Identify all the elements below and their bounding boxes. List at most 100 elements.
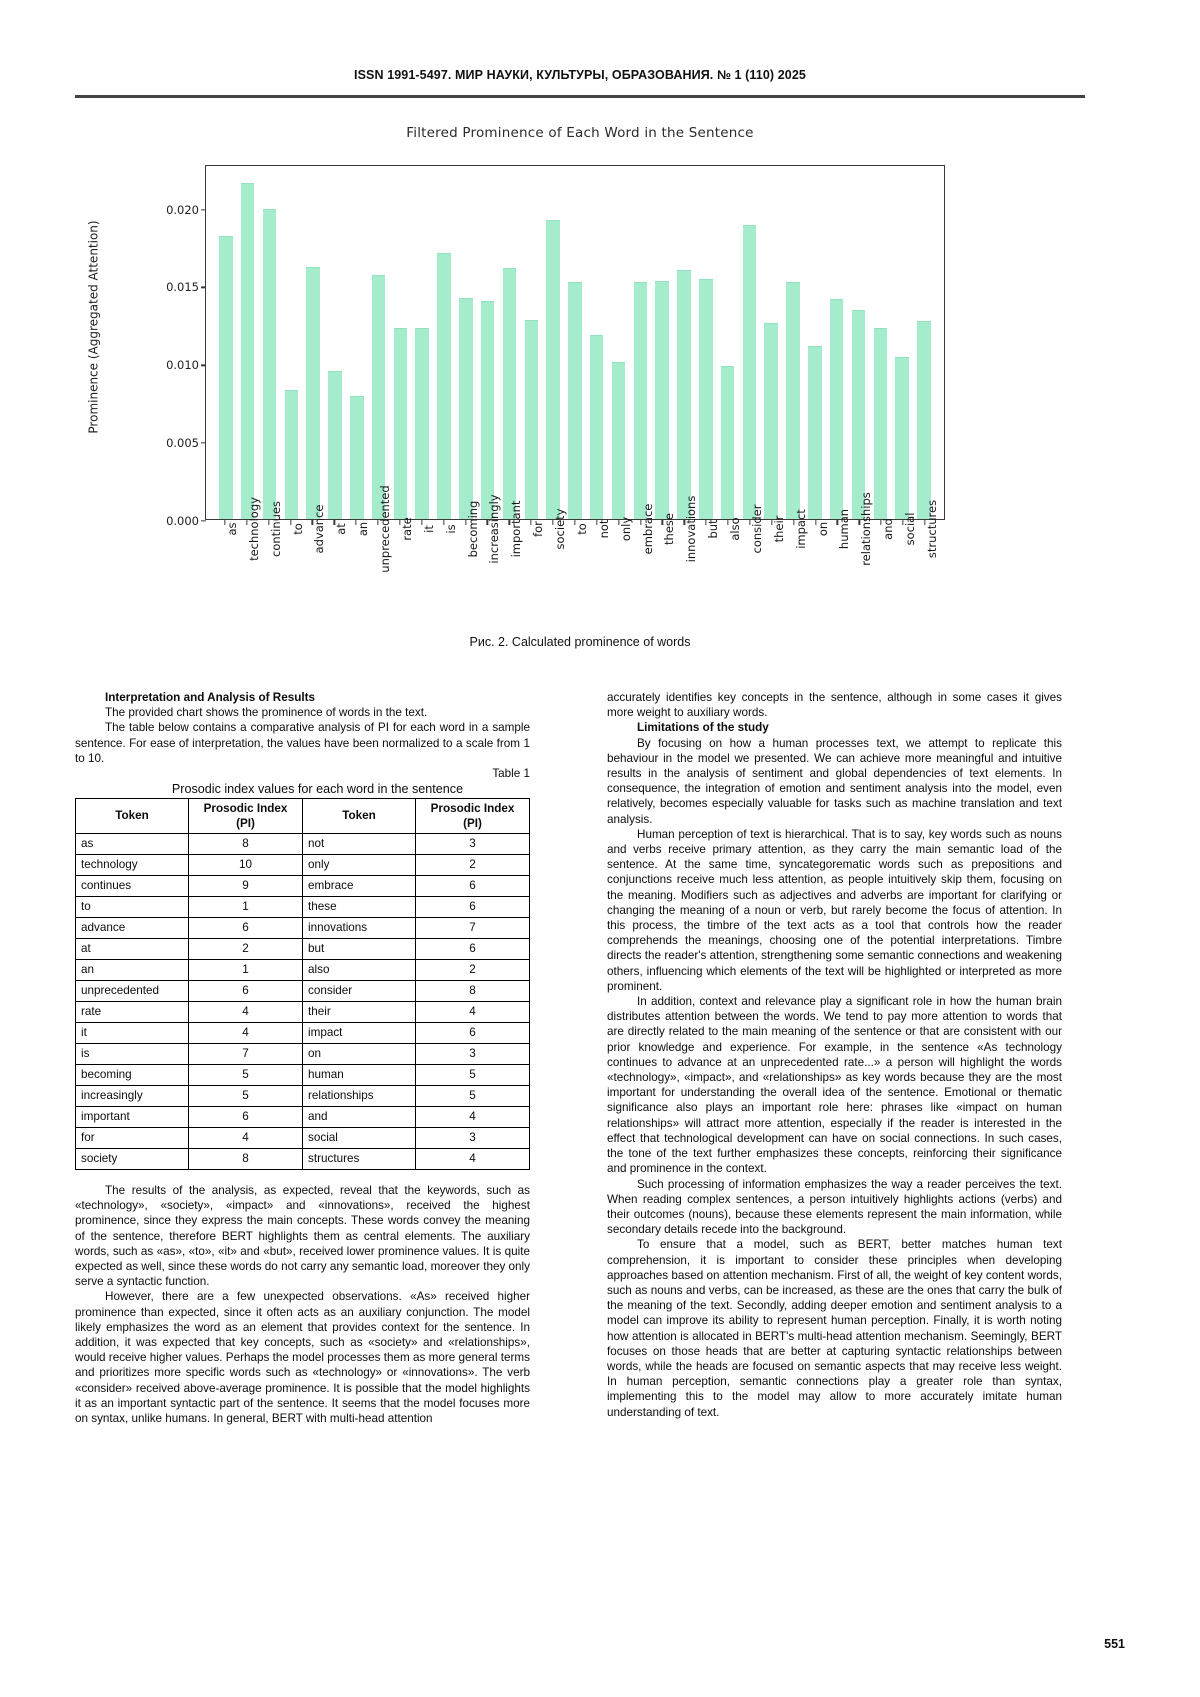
paragraph-focusing: By focusing on how a human processes tex… — [607, 736, 1062, 827]
cell-token-left: it — [76, 1022, 189, 1043]
chart-bar — [481, 301, 495, 519]
cell-pi-left: 6 — [189, 1106, 303, 1127]
bar-cell — [324, 166, 346, 519]
cell-token-right: social — [303, 1127, 416, 1148]
chart-bar — [852, 310, 866, 519]
table-row: increasingly5relationships5 — [76, 1085, 530, 1106]
cell-pi-right: 4 — [416, 1106, 530, 1127]
chart-bar — [459, 298, 473, 519]
header-rule — [75, 95, 1085, 98]
cell-pi-left: 2 — [189, 938, 303, 959]
chart-bar — [503, 268, 517, 519]
chart-bar — [590, 335, 604, 519]
cell-token-left: advance — [76, 917, 189, 938]
bar-cell — [259, 166, 281, 519]
cell-pi-left: 9 — [189, 875, 303, 896]
cell-pi-left: 5 — [189, 1085, 303, 1106]
cell-token-right: impact — [303, 1022, 416, 1043]
y-axis-label-text: Prominence (Aggregated Attention) — [87, 220, 101, 433]
cell-pi-right: 5 — [416, 1085, 530, 1106]
cell-pi-right: 8 — [416, 980, 530, 1001]
bar-cell — [280, 166, 302, 519]
table-row: becoming5human5 — [76, 1064, 530, 1085]
y-axis-tick: 0.015 — [166, 280, 206, 294]
cell-token-left: to — [76, 896, 189, 917]
y-axis-label: Prominence (Aggregated Attention) — [83, 147, 105, 507]
bar-cell — [390, 166, 412, 519]
bar-cell — [869, 166, 891, 519]
chart-bar — [219, 236, 233, 519]
figure-caption: Рис. 2. Calculated prominence of words — [75, 635, 1085, 649]
cell-pi-right: 3 — [416, 833, 530, 854]
cell-pi-left: 4 — [189, 1001, 303, 1022]
table-caption: Prosodic index values for each word in t… — [75, 781, 530, 797]
cell-token-left: increasingly — [76, 1085, 189, 1106]
cell-pi-left: 7 — [189, 1043, 303, 1064]
bar-cell — [739, 166, 761, 519]
cell-token-left: an — [76, 959, 189, 980]
bar-cell — [346, 166, 368, 519]
cell-token-right: not — [303, 833, 416, 854]
chart-bar — [721, 366, 735, 519]
bar-cell — [717, 166, 739, 519]
cell-pi-right: 6 — [416, 1022, 530, 1043]
table-row: important6and4 — [76, 1106, 530, 1127]
column-header-token-2: Token — [303, 798, 416, 833]
chart-plot-area: Prominence (Aggregated Attention) 0.0000… — [75, 147, 1085, 577]
cell-token-right: and — [303, 1106, 416, 1127]
table-row: an1also2 — [76, 959, 530, 980]
cell-token-left: as — [76, 833, 189, 854]
cell-pi-right: 4 — [416, 1001, 530, 1022]
cell-pi-right: 5 — [416, 1064, 530, 1085]
chart-bar — [394, 328, 408, 520]
heading-limitations: Limitations of the study — [607, 720, 1062, 735]
page: ISSN 1991-5497. МИР НАУКИ, КУЛЬТУРЫ, ОБР… — [0, 0, 1200, 1697]
chart-bar — [546, 220, 560, 519]
cell-token-left: technology — [76, 854, 189, 875]
cell-pi-right: 3 — [416, 1043, 530, 1064]
chart-bar — [634, 282, 648, 519]
left-column: Interpretation and Analysis of Results T… — [75, 690, 530, 1426]
chart-bar — [808, 346, 822, 519]
cell-pi-left: 6 — [189, 917, 303, 938]
cell-token-right: innovations — [303, 917, 416, 938]
cell-token-right: on — [303, 1043, 416, 1064]
cell-token-left: continues — [76, 875, 189, 896]
table-row: is7on3 — [76, 1043, 530, 1064]
paragraph-results: The results of the analysis, as expected… — [75, 1183, 530, 1289]
column-header-pi-2: Prosodic Index (PI) — [416, 798, 530, 833]
paragraph-processing: Such processing of information emphasize… — [607, 1177, 1062, 1238]
table-row: advance6innovations7 — [76, 917, 530, 938]
bar-cell — [673, 166, 695, 519]
paragraph-table-intro: The table below contains a comparative a… — [75, 720, 530, 766]
table-row: for4social3 — [76, 1127, 530, 1148]
bar-cell — [499, 166, 521, 519]
chart-bar — [677, 270, 691, 519]
bar-cell — [891, 166, 913, 519]
bar-cell — [477, 166, 499, 519]
table-row: to1these6 — [76, 896, 530, 917]
paragraph-accurately: accurately identifies key concepts in th… — [607, 690, 1062, 720]
figure-2: Filtered Prominence of Each Word in the … — [75, 125, 1085, 670]
bar-cell — [629, 166, 651, 519]
cell-token-right: embrace — [303, 875, 416, 896]
y-axis-tick: 0.020 — [166, 203, 206, 217]
table-row: continues9embrace6 — [76, 875, 530, 896]
bar-cell — [411, 166, 433, 519]
y-axis-tick: 0.010 — [166, 358, 206, 372]
table-header-row: Token Prosodic Index (PI) Token Prosodic… — [76, 798, 530, 833]
cell-pi-right: 7 — [416, 917, 530, 938]
cell-token-right: their — [303, 1001, 416, 1022]
cell-token-left: for — [76, 1127, 189, 1148]
paragraph-chart-shows: The provided chart shows the prominence … — [75, 705, 530, 720]
cell-token-right: also — [303, 959, 416, 980]
bar-cell — [455, 166, 477, 519]
cell-token-right: consider — [303, 980, 416, 1001]
right-column: accurately identifies key concepts in th… — [607, 690, 1062, 1420]
cell-pi-right: 6 — [416, 875, 530, 896]
chart-bar — [241, 183, 255, 519]
cell-pi-left: 1 — [189, 896, 303, 917]
paragraph-hierarchical: Human perception of text is hierarchical… — [607, 827, 1062, 994]
bar-cell — [608, 166, 630, 519]
cell-pi-right: 2 — [416, 959, 530, 980]
